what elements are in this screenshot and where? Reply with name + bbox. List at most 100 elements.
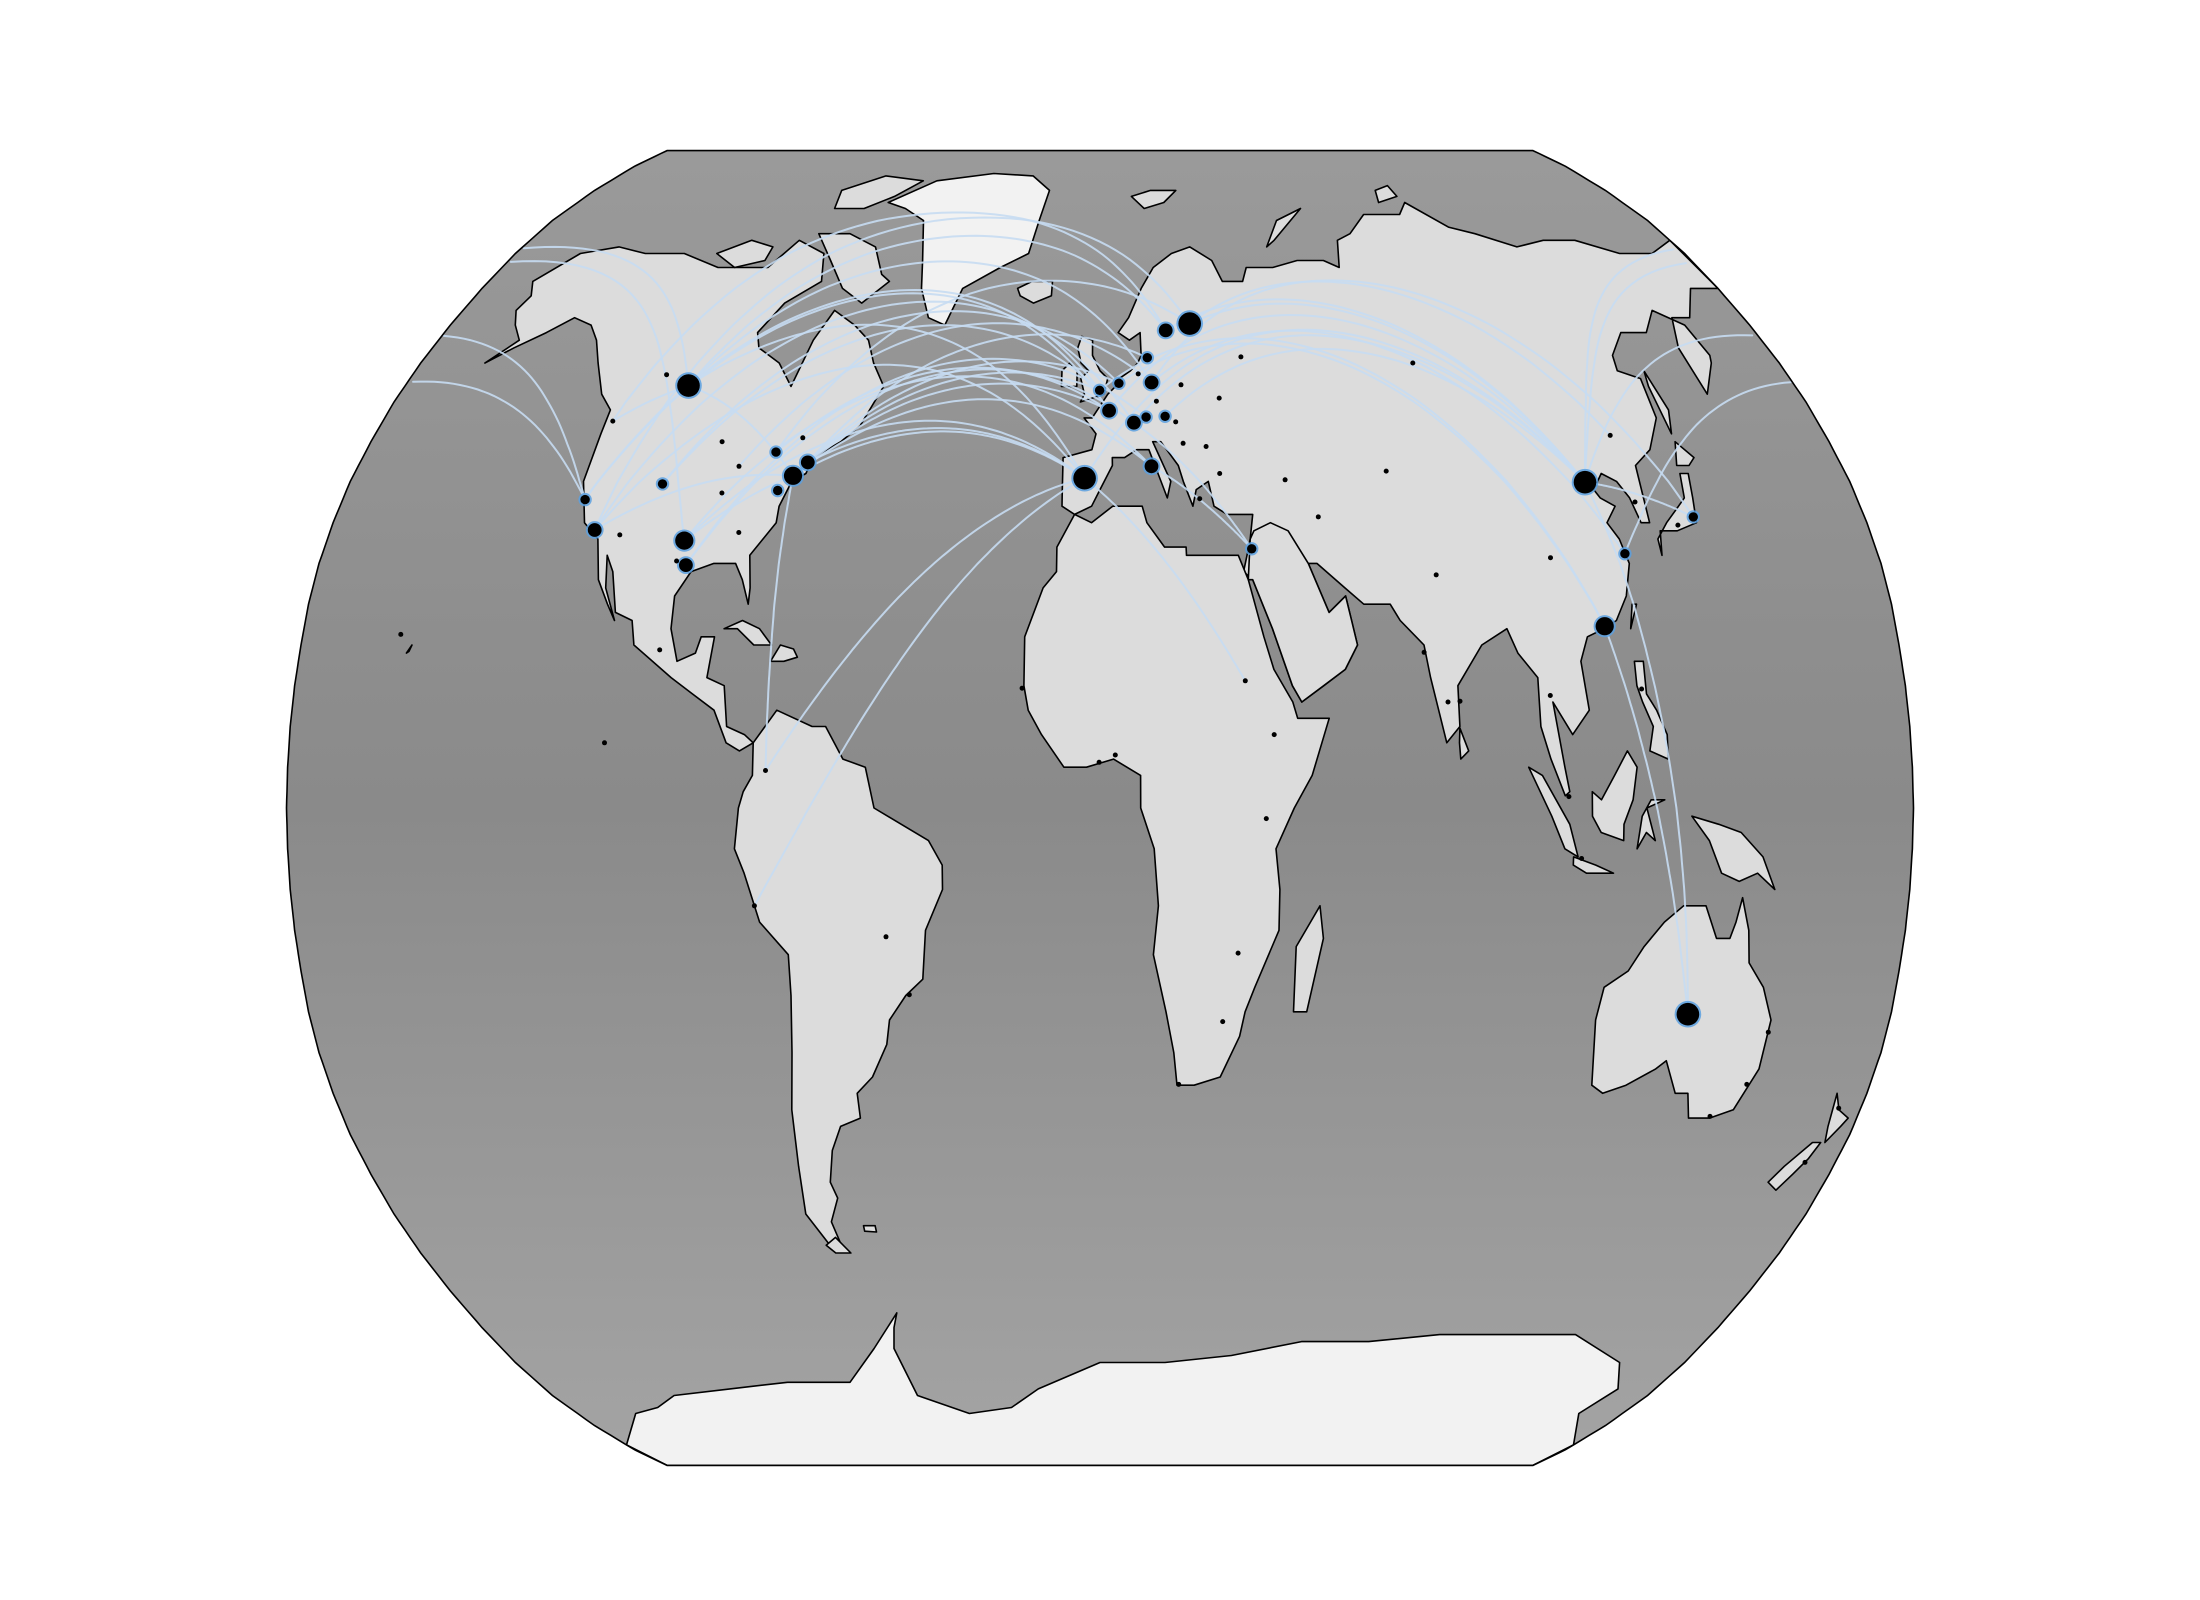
falklands-landmass — [862, 1224, 878, 1233]
africa-landmass — [1023, 505, 1330, 1086]
site-marker-33 — [1139, 410, 1153, 424]
route-line-27 — [683, 375, 1153, 542]
route-line-19 — [593, 300, 1135, 531]
site-marker-74 — [1566, 794, 1572, 800]
new-zealand-south-landmass — [1767, 1141, 1822, 1191]
route-line-23 — [687, 260, 1153, 387]
route-line-20 — [1132, 421, 1253, 550]
site-marker-65 — [1410, 360, 1416, 366]
route-line-38 — [684, 357, 1148, 567]
site-marker-39 — [1158, 409, 1172, 423]
site-marker-75 — [1547, 693, 1553, 698]
route-line-1 — [792, 430, 1086, 480]
site-marker-3 — [585, 521, 604, 539]
site-marker-50 — [1271, 732, 1277, 738]
sumatra-landmass — [1527, 766, 1579, 858]
site-marker-14 — [719, 490, 725, 496]
site-marker-81 — [1765, 1029, 1771, 1035]
route-line-46 — [412, 380, 1792, 555]
routes — [412, 211, 1792, 1016]
sites — [398, 310, 1842, 1165]
site-marker-28 — [1092, 383, 1107, 397]
site-marker-0 — [736, 463, 742, 469]
route-line-18 — [1132, 334, 1586, 484]
site-marker-61 — [1433, 572, 1439, 578]
site-marker-7 — [798, 453, 817, 472]
site-marker-52 — [1220, 1019, 1226, 1025]
site-marker-11 — [800, 435, 806, 441]
hawaii-landmass — [405, 644, 413, 654]
route-line-33 — [1188, 280, 1612, 437]
site-marker-45 — [1238, 354, 1244, 360]
site-marker-27 — [1100, 401, 1118, 420]
site-marker-44 — [1216, 395, 1222, 401]
severnaya-zemlya-landmass — [1374, 184, 1398, 204]
site-marker-35 — [1156, 321, 1175, 340]
site-marker-55 — [1112, 752, 1118, 758]
site-marker-9 — [771, 483, 785, 498]
route-line-35 — [792, 360, 1120, 477]
site-marker-70 — [1607, 432, 1613, 438]
site-marker-57 — [1096, 759, 1102, 765]
site-marker-34 — [1135, 371, 1141, 377]
site-marker-73 — [1632, 499, 1638, 505]
site-marker-30 — [1125, 413, 1143, 432]
route-line-40 — [806, 333, 1149, 464]
site-marker-25 — [906, 992, 912, 998]
route-line-9 — [792, 382, 1111, 477]
japan-landmass — [1657, 472, 1698, 557]
site-marker-37 — [1140, 351, 1155, 365]
site-marker-40 — [1173, 419, 1179, 425]
site-marker-77 — [1639, 686, 1645, 692]
route-line-5 — [753, 477, 1086, 907]
route-line-7 — [1083, 477, 1247, 682]
route-line-32 — [593, 216, 1191, 531]
site-marker-19 — [398, 631, 404, 637]
route-line-11 — [1108, 313, 1586, 484]
site-marker-51 — [1263, 816, 1269, 822]
site-marker-22 — [763, 768, 768, 773]
site-marker-71 — [1686, 510, 1701, 524]
route-line-8 — [806, 427, 1086, 480]
route-line-36 — [1117, 342, 1606, 628]
site-marker-41 — [1153, 398, 1159, 404]
route-line-31 — [1188, 302, 1586, 484]
site-marker-59 — [1282, 477, 1288, 483]
site-marker-1 — [655, 477, 670, 491]
site-marker-80 — [1707, 1113, 1713, 1119]
route-line-21 — [738, 322, 1153, 468]
borneo-landmass — [1591, 750, 1638, 842]
south-america-landmass — [733, 709, 944, 1246]
sri-lanka-landmass — [1458, 727, 1470, 760]
route-line-30 — [611, 211, 1167, 423]
site-marker-78 — [1674, 1000, 1702, 1028]
site-marker-21 — [602, 740, 607, 746]
site-marker-68 — [1618, 547, 1632, 561]
north-america-landmass — [484, 239, 885, 752]
site-marker-18 — [617, 532, 623, 538]
site-marker-10 — [769, 445, 783, 459]
ellesmere-island-landmass — [833, 175, 925, 210]
route-line-50 — [683, 474, 794, 542]
site-marker-31 — [1142, 373, 1161, 392]
site-marker-26 — [1071, 464, 1098, 492]
site-marker-67 — [1571, 468, 1599, 496]
site-marker-17 — [664, 372, 670, 378]
site-marker-54 — [1235, 950, 1241, 956]
site-marker-53 — [1176, 1081, 1182, 1087]
site-marker-82 — [1836, 1105, 1842, 1111]
site-marker-23 — [751, 903, 757, 909]
route-line-16 — [661, 324, 1101, 485]
site-marker-83 — [1802, 1159, 1808, 1165]
route-line-6 — [1083, 328, 1586, 484]
site-marker-56 — [1019, 685, 1025, 691]
site-marker-6 — [677, 556, 695, 574]
victoria-island-landmass — [716, 239, 774, 269]
site-marker-8 — [781, 464, 805, 487]
route-line-24 — [1150, 279, 1695, 518]
route-line-52 — [593, 473, 794, 531]
site-marker-29 — [1112, 376, 1126, 390]
site-marker-76 — [1579, 856, 1585, 861]
site-marker-64 — [1445, 699, 1451, 705]
